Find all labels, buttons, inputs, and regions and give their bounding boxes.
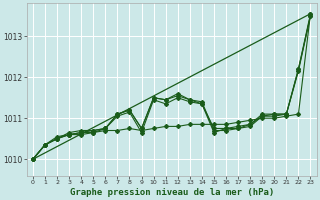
X-axis label: Graphe pression niveau de la mer (hPa): Graphe pression niveau de la mer (hPa) xyxy=(69,188,274,197)
